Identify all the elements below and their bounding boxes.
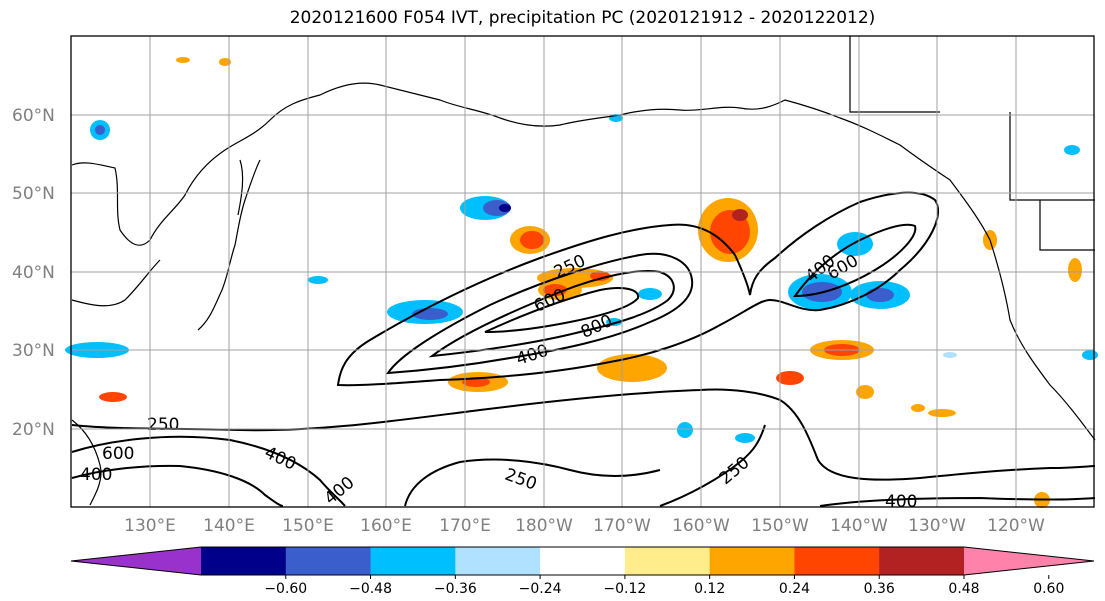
contour-label: 250 <box>147 415 179 435</box>
colorbar-tick-label: 0.48 <box>948 581 979 597</box>
lon-label: 140°W <box>830 516 888 536</box>
graticule <box>71 36 1094 507</box>
precip-anomaly-fields <box>65 57 1098 508</box>
colorbar-extend-high <box>964 547 1094 575</box>
lon-label: 180°W <box>515 516 573 536</box>
colorbar-segment <box>455 547 541 575</box>
lat-label: 40°N <box>12 263 55 283</box>
lon-label: 160°W <box>672 516 730 536</box>
lat-label: 50°N <box>12 184 55 204</box>
colorbar: −0.60 −0.48 −0.36 −0.24 −0.12 0.12 0.24 0.36 0.4… <box>70 546 1095 597</box>
map-frame <box>70 35 1095 508</box>
lat-label: 30°N <box>12 341 55 361</box>
contour-label: 400 <box>80 465 112 485</box>
lon-label: 150°E <box>282 516 334 536</box>
lat-label: 20°N <box>12 420 55 440</box>
contour-label: 400 <box>321 473 359 509</box>
lon-label: 130°E <box>124 516 176 536</box>
colorbar-segment <box>624 547 711 575</box>
colorbar-segment <box>540 547 626 575</box>
colorbar-tick-label: −0.60 <box>264 581 307 597</box>
colorbar-tick-label: −0.24 <box>519 581 562 597</box>
colorbar-tick-label: −0.36 <box>434 581 477 597</box>
lon-label: 150°W <box>751 516 809 536</box>
colorbar-tick-label: −0.48 <box>349 581 392 597</box>
coastlines <box>71 36 1096 506</box>
colorbar-segment <box>879 547 965 575</box>
lon-label: 140°E <box>203 516 255 536</box>
colorbar-segment <box>285 547 372 575</box>
contour-label: 600 <box>102 444 134 464</box>
contour-label: 800 <box>578 311 616 343</box>
colorbar-outline <box>70 546 1095 576</box>
latitude-labels: 60°N 50°N 40°N 30°N 20°N <box>12 106 55 440</box>
map-title: 2020121600 F054 IVT, precipitation PC (2… <box>289 8 876 28</box>
colorbar-segment <box>201 547 287 575</box>
lon-label: 160°E <box>360 516 412 536</box>
contour-label: 250 <box>716 453 754 489</box>
contour-label: 400 <box>261 443 299 475</box>
colorbar-tick-label: 0.24 <box>779 581 810 597</box>
colorbar-tick-label: 0.60 <box>1033 581 1064 597</box>
colorbar-segment <box>370 547 456 575</box>
lon-label: 170°W <box>593 516 651 536</box>
lat-label: 60°N <box>12 106 55 126</box>
contour-label: 400 <box>885 492 917 512</box>
colorbar-tick-label: 0.12 <box>694 581 725 597</box>
colorbar-extend-low <box>71 547 201 575</box>
lon-label: 120°W <box>987 516 1045 536</box>
lon-label: 170°E <box>439 516 491 536</box>
ivt-contours <box>71 191 1096 507</box>
lon-label: 130°W <box>908 516 966 536</box>
colorbar-tick-label: −0.12 <box>603 581 646 597</box>
colorbar-tick-label: 0.36 <box>864 581 895 597</box>
colorbar-segment <box>709 547 795 575</box>
colorbar-segment <box>794 547 880 575</box>
contour-label: 250 <box>502 465 539 495</box>
longitude-labels: 130°E 140°E 150°E 160°E 170°E 180°W 170°… <box>124 516 1045 536</box>
